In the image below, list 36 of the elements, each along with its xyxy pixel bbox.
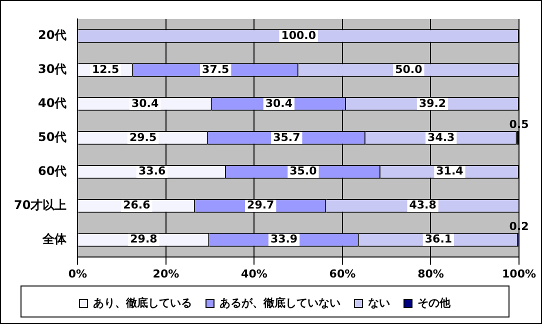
- legend-label: あり、徹底している: [93, 296, 192, 310]
- y-tick-label: 70才以上: [14, 198, 67, 212]
- x-tick-label: 20%: [152, 267, 180, 280]
- x-tick-label: 60%: [329, 267, 356, 280]
- data-label: 43.8: [409, 198, 436, 212]
- x-tick-label: 0%: [68, 267, 88, 280]
- data-label: 39.2: [418, 96, 446, 110]
- y-tick-label: 全体: [42, 232, 68, 246]
- data-label: 31.4: [436, 164, 464, 178]
- data-label: 30.4: [265, 96, 293, 110]
- data-label: 50.0: [395, 62, 423, 76]
- y-tick-label: 60代: [38, 164, 67, 178]
- x-tick-label: 100%: [502, 267, 536, 280]
- data-label: 33.9: [270, 232, 298, 246]
- x-tick-label: 40%: [241, 267, 268, 280]
- data-label: 100.0: [281, 28, 316, 42]
- y-tick-label: 30代: [38, 62, 67, 76]
- data-label: 36.1: [424, 232, 452, 246]
- data-label: 29.5: [129, 130, 157, 144]
- data-label: 34.3: [428, 130, 455, 144]
- x-tick-label: 80%: [418, 267, 444, 280]
- data-label: 26.6: [123, 198, 151, 212]
- y-tick-label: 20代: [38, 28, 67, 42]
- legend-label: その他: [418, 296, 452, 310]
- legend-label: あるが、徹底していない: [220, 296, 340, 310]
- legend-label: ない: [368, 296, 390, 310]
- y-tick-label: 50代: [38, 130, 67, 144]
- data-label: 37.5: [202, 62, 230, 76]
- data-label: 35.0: [290, 164, 318, 178]
- data-label: 29.7: [247, 198, 274, 212]
- data-label: 30.4: [131, 96, 159, 110]
- data-label: 33.6: [138, 164, 166, 178]
- y-tick-label: 40代: [38, 96, 67, 110]
- data-label: 35.7: [273, 130, 300, 144]
- data-label: 29.8: [130, 232, 158, 246]
- data-label: 12.5: [92, 62, 120, 76]
